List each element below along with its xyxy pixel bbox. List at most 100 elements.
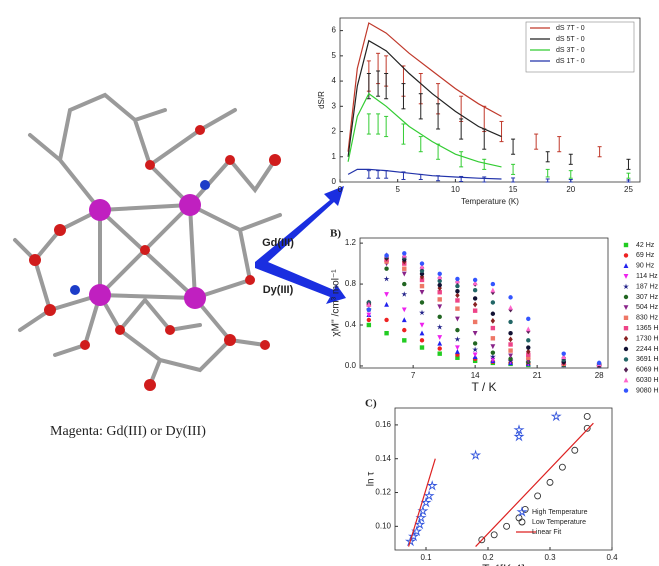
marker [384, 302, 389, 307]
y-tick-label: 0 [332, 177, 337, 186]
y-tick-label: 5 [332, 51, 337, 60]
marker [526, 326, 531, 331]
x-tick-label: 14 [471, 371, 480, 380]
y-tick-label: 0.12 [375, 488, 391, 497]
marker [562, 351, 566, 355]
plot-frame [360, 238, 608, 368]
data-line [348, 41, 501, 157]
panel-label: B) [330, 228, 341, 240]
y-axis-title: ln τ [366, 472, 377, 487]
arrow-label: Dy(III) [263, 284, 294, 296]
marker [490, 344, 495, 349]
y-axis-title: dS/R [317, 91, 326, 109]
marker [384, 292, 389, 297]
marker [455, 306, 459, 310]
legend-swatch [624, 326, 628, 330]
marker [438, 346, 442, 350]
x-axis-title: T / K [471, 380, 496, 394]
legend-swatch [624, 305, 629, 310]
legend-label: 3691 Hz [636, 356, 659, 363]
legend-swatch [624, 336, 628, 342]
marker [491, 326, 495, 330]
marker [508, 295, 512, 299]
marker [438, 351, 442, 355]
marker [535, 493, 541, 499]
x-tick-label: 0.3 [544, 553, 556, 562]
marker [508, 342, 512, 346]
marker [491, 350, 495, 354]
legend-swatch [624, 243, 628, 247]
x-tick-label: 28 [595, 371, 604, 380]
marker [401, 291, 407, 297]
marker [473, 296, 477, 300]
marker [384, 331, 388, 335]
marker [402, 317, 407, 322]
marker [508, 320, 512, 324]
legend-swatch [624, 367, 628, 373]
molecule [15, 95, 281, 391]
marker [428, 482, 436, 490]
y-tick-label: 0.16 [375, 420, 391, 429]
x-tick-label: 25 [624, 185, 633, 194]
marker [490, 288, 495, 293]
legend-label: 90 Hz [636, 263, 655, 270]
legend-swatch [624, 388, 628, 392]
marker [455, 317, 460, 322]
marker [402, 282, 406, 286]
y-tick-label: 0.8 [345, 279, 357, 288]
x-tick-label: 0 [338, 185, 343, 194]
marker [473, 288, 477, 292]
legend-label: 114 Hz [636, 273, 658, 280]
marker [472, 451, 480, 459]
marker [367, 323, 371, 327]
marker [491, 300, 495, 304]
figure: Gd(III) Dy(III) Magenta: Gd(III) or Dy(I… [0, 0, 659, 566]
legend-swatch [624, 316, 628, 320]
marker [559, 464, 565, 470]
legend-label: 9080 Hz [636, 387, 659, 394]
marker [508, 305, 513, 310]
y-tick-label: 2 [332, 127, 337, 136]
y-tick-label: 0.10 [375, 521, 391, 530]
legend-label: dS 3T - 0 [556, 47, 585, 54]
panel-label: C) [365, 398, 377, 410]
marker [455, 298, 459, 302]
legend-swatch [624, 253, 628, 257]
legend-swatch [624, 347, 628, 351]
marker [491, 282, 495, 286]
marker [402, 338, 406, 342]
legend-label: dS 5T - 0 [556, 36, 585, 43]
legend-label: 6030 Hz [636, 377, 659, 384]
data-line [348, 94, 501, 167]
y-tick-label: 6 [332, 26, 337, 35]
legend-label: 42 Hz [636, 242, 655, 249]
legend-label: Linear Fit [532, 529, 561, 536]
marker [420, 331, 425, 336]
y-tick-label: 0.4 [345, 320, 357, 329]
marker [491, 336, 495, 340]
legend-label: 69 Hz [636, 252, 655, 259]
marker [526, 317, 530, 321]
marker [402, 328, 406, 332]
x-tick-label: 5 [395, 185, 400, 194]
marker [473, 308, 477, 312]
marker [547, 479, 553, 485]
y-tick-label: 0.0 [345, 361, 357, 370]
marker [572, 447, 578, 453]
marker [473, 352, 478, 357]
legend-swatch [624, 263, 629, 268]
marker [420, 290, 425, 295]
marker [402, 251, 406, 255]
legend-label: 1730 Hz [636, 335, 659, 342]
x-tick-label: 0.1 [420, 553, 432, 562]
marker [420, 300, 424, 304]
legend-label: 6069 Hz [636, 367, 659, 374]
legend-swatch [519, 519, 525, 525]
marker [491, 312, 495, 316]
marker [508, 331, 512, 335]
y-tick-label: 4 [332, 76, 337, 85]
arrow-label: Gd(III) [262, 237, 294, 249]
marker [420, 345, 424, 349]
marker [473, 331, 478, 336]
marker [384, 318, 388, 322]
